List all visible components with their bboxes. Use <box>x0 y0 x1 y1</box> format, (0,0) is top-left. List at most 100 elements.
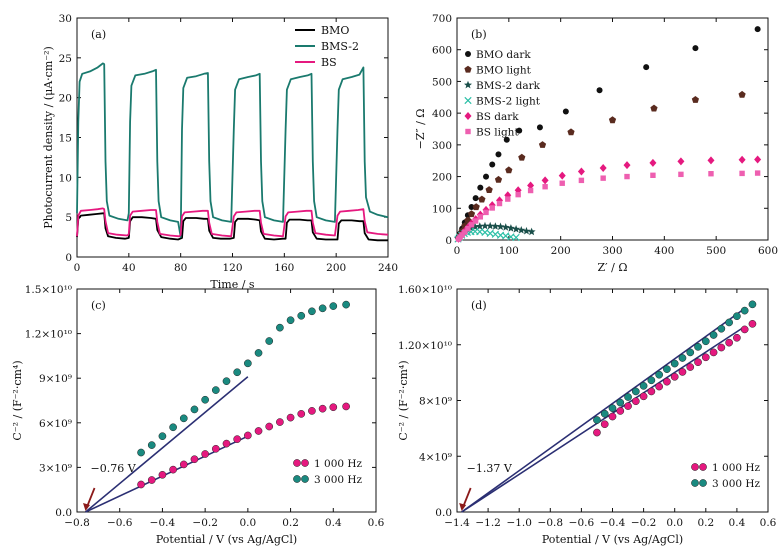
data-point <box>468 222 475 228</box>
data-point <box>624 173 630 180</box>
y-tick-label: 0.0 <box>435 507 452 519</box>
data-point <box>600 175 606 181</box>
x-tick-label: 40 <box>122 262 135 274</box>
x-tick-label: 0 <box>74 262 81 274</box>
data-point <box>748 319 757 328</box>
data-point <box>639 382 648 390</box>
y-tick-label: 300 <box>432 140 452 152</box>
data-point <box>538 141 547 148</box>
x-tick-label: −1.0 <box>506 517 532 529</box>
data-point <box>169 465 177 474</box>
x-tick-label: 240 <box>378 262 398 274</box>
y-tick-label: 100 <box>432 203 452 215</box>
x-tick-label: −1.2 <box>475 517 501 529</box>
data-point <box>491 222 500 230</box>
y-tick-label: 200 <box>432 172 452 184</box>
legend-label: 1 000 Hz <box>314 458 363 470</box>
x-tick-label: 0.4 <box>729 517 746 529</box>
fit-line <box>85 435 249 513</box>
y-axis-label: −Z″ / Ω <box>414 109 427 150</box>
annotation-arrowhead <box>459 503 467 511</box>
data-point <box>691 96 699 103</box>
data-point <box>318 404 327 413</box>
data-point <box>265 422 274 431</box>
series-line <box>76 62 389 238</box>
data-point <box>643 64 650 71</box>
data-point <box>738 155 746 164</box>
data-point <box>489 161 496 168</box>
data-point <box>496 222 505 231</box>
data-point <box>459 232 465 238</box>
data-point <box>631 387 640 396</box>
data-point <box>276 323 284 332</box>
panel-label: (d) <box>471 299 487 312</box>
y-tick-label: 0.0 <box>55 507 72 519</box>
fit-line <box>461 325 746 513</box>
x-tick-label: −0.2 <box>192 517 218 529</box>
data-point <box>536 124 543 131</box>
y-tick-label: 25 <box>59 53 72 65</box>
data-point <box>738 90 746 98</box>
data-point <box>495 151 502 158</box>
data-point <box>600 409 609 418</box>
y-tick-label: 1.20×10¹⁰ <box>398 340 452 352</box>
data-point <box>733 333 741 342</box>
data-point <box>190 405 199 414</box>
data-point <box>169 423 177 432</box>
x-tick-label: 400 <box>654 245 674 257</box>
annotation-label: −0.76 V <box>91 462 137 475</box>
data-point <box>600 420 609 429</box>
panel-label: (c) <box>91 299 106 312</box>
series-bs <box>76 207 389 238</box>
data-point <box>608 404 617 413</box>
x-tick-label: 120 <box>222 262 242 274</box>
data-point <box>512 233 520 242</box>
data-point <box>505 166 513 174</box>
series-bmo <box>76 212 388 242</box>
data-point <box>567 128 575 136</box>
data-point <box>211 444 220 453</box>
data-point <box>233 435 242 444</box>
data-point <box>329 302 338 310</box>
data-point <box>542 184 548 190</box>
legend-label: BMS-2 dark <box>476 80 541 92</box>
legend-marker <box>464 65 472 73</box>
y-tick-label: 1.5×10¹⁰ <box>25 284 72 296</box>
y-tick-label: 9×10⁹ <box>39 373 72 385</box>
x-tick-label: 0.4 <box>325 517 342 529</box>
data-point <box>222 439 231 448</box>
data-point <box>754 170 761 176</box>
legend-label: BMO dark <box>476 49 531 61</box>
y-tick-label: 1.60×10¹⁰ <box>398 284 452 296</box>
y-tick-label: 4×10⁹ <box>419 451 452 463</box>
y-tick-label: 0 <box>65 252 72 264</box>
data-point <box>286 413 295 422</box>
data-point <box>599 164 607 173</box>
data-point <box>494 175 503 183</box>
legend-label: BS light <box>476 127 519 139</box>
y-axis-label: Photocurrent density / (μA·cm⁻²) <box>42 46 55 229</box>
data-point <box>677 157 685 166</box>
y-tick-label: 20 <box>59 93 72 105</box>
data-point <box>329 403 338 412</box>
data-point <box>486 221 495 230</box>
y-tick-label: 400 <box>432 108 452 120</box>
data-point <box>631 397 640 406</box>
x-tick-label: −0.8 <box>64 517 90 529</box>
data-point <box>740 306 749 315</box>
data-point <box>506 224 515 232</box>
legend-marker <box>465 51 471 57</box>
legend-marker <box>691 463 699 471</box>
y-tick-label: 500 <box>432 76 452 88</box>
data-point <box>147 441 156 449</box>
data-point <box>593 416 601 424</box>
data-point <box>717 343 726 352</box>
x-tick-label: 500 <box>706 245 726 257</box>
data-point <box>516 127 523 134</box>
legend: BMO dark BMO light BMS-2 dark BMS-2 light BS… <box>464 49 541 139</box>
fit-line <box>85 376 249 513</box>
data-point <box>593 428 601 437</box>
data-point <box>518 153 526 161</box>
y-tick-label: 600 <box>432 45 452 57</box>
